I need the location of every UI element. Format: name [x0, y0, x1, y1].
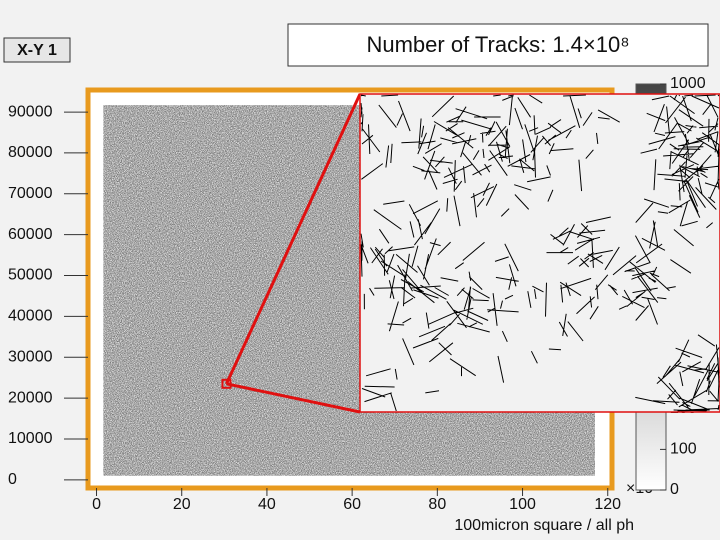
pad-label-box: [3, 37, 71, 63]
z-tick-label: 100: [670, 441, 697, 458]
y-tick-label: 60000: [8, 226, 53, 243]
x-tick-label: 20: [173, 496, 191, 513]
y-tick-label: 40000: [8, 308, 53, 325]
y-tick-label: 90000: [8, 103, 53, 120]
z-tick-label: 1000: [670, 75, 706, 92]
x-tick-label: 60: [343, 496, 361, 513]
y-tick-label: 30000: [8, 348, 53, 365]
title-box: [287, 23, 709, 67]
y-tick-label: 80000: [8, 144, 53, 161]
zoom-line: [225, 93, 362, 385]
zoom-line: [226, 382, 361, 414]
z-tick-label: 0: [670, 481, 679, 498]
zoom-inset-border: [359, 93, 720, 413]
x-tick-label: 120: [594, 496, 621, 513]
y-tick-label: 10000: [8, 430, 53, 447]
y-tick-label: 20000: [8, 389, 53, 406]
zoom-marker: [221, 378, 232, 389]
x-tick-label: 80: [428, 496, 446, 513]
x-tick-label: 100: [509, 496, 536, 513]
x-tick-label: 0: [92, 496, 101, 513]
chart-title: Number of Tracks: 1.4×10⁸: [366, 32, 629, 57]
y-tick-label: 70000: [8, 185, 53, 202]
x-tick-label: 40: [258, 496, 276, 513]
y-tick-label: 0: [8, 471, 17, 488]
x-axis-title: 100micron square / all ph: [454, 517, 634, 534]
pad-label: X-Y 1: [17, 42, 57, 59]
inset-tracks: [360, 94, 720, 412]
y-tick-label: 50000: [8, 267, 53, 284]
